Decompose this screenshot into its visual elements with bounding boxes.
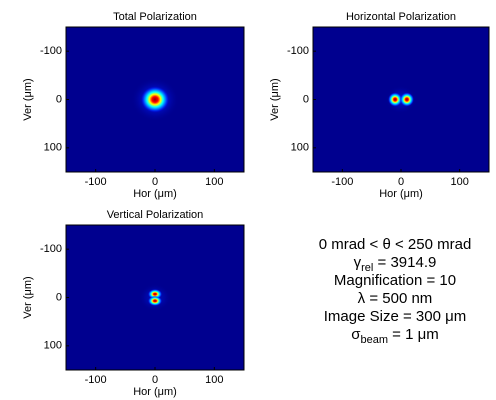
chart-title: Vertical Polarization (107, 209, 204, 221)
spot (399, 92, 414, 107)
annotation-subscript: rel (361, 262, 373, 274)
y-tick-label: -100 (40, 243, 62, 255)
x-tick-label: -100 (331, 176, 353, 188)
y-tick-label: 100 (291, 142, 309, 154)
annotation-text: 0 mrad < θ < 250 mrad (319, 236, 472, 253)
y-tick-label: 0 (56, 93, 62, 105)
annotation-line: 0 mrad < θ < 250 mrad (319, 236, 472, 253)
annotation-text: Magnification = 10 (334, 272, 456, 289)
spot (141, 86, 169, 113)
chart-title: Horizontal Polarization (346, 11, 456, 23)
y-tick-label: 0 (303, 93, 309, 105)
x-tick-label: 0 (152, 374, 158, 386)
y-tick-label: 0 (56, 291, 62, 303)
y-tick-label: -100 (287, 45, 309, 57)
spot (388, 92, 403, 107)
annotation-line: Magnification = 10 (334, 272, 456, 289)
x-tick-label: 100 (450, 176, 468, 188)
x-tick-label: -100 (85, 176, 107, 188)
annotation-text: = 1 μm (388, 326, 439, 343)
annotation-text: Image Size = 300 μm (324, 308, 466, 325)
annotation-text: = 3914.9 (373, 254, 436, 271)
chart-title: Total Polarization (113, 11, 197, 23)
x-tick-label: 0 (398, 176, 404, 188)
annotation-text: σ (351, 326, 361, 343)
annotation-line: γrel = 3914.9 (354, 254, 437, 274)
annotation-line: λ = 500 nm (358, 290, 433, 307)
y-axis-label: Ver (μm) (269, 78, 281, 120)
x-tick-label: 0 (152, 176, 158, 188)
axes-box (65, 26, 245, 173)
y-axis-label: Ver (μm) (22, 276, 34, 318)
x-axis-label: Hor (μm) (133, 386, 177, 398)
x-tick-label: 100 (205, 176, 223, 188)
x-tick-label: -100 (85, 374, 107, 386)
annotation-subscript: beam (360, 334, 388, 346)
x-tick-label: 100 (205, 374, 223, 386)
y-tick-label: 100 (44, 142, 62, 154)
y-axis-label: Ver (μm) (22, 78, 34, 120)
annotation-line: σbeam = 1 μm (351, 326, 439, 346)
y-tick-label: 100 (44, 340, 62, 352)
axes-box (312, 26, 490, 173)
annotation-line: Image Size = 300 μm (324, 308, 466, 325)
x-axis-label: Hor (μm) (379, 188, 423, 200)
annotation-text: λ = 500 nm (358, 290, 433, 307)
x-axis-label: Hor (μm) (133, 188, 177, 200)
axes-box (65, 224, 245, 371)
spot (148, 295, 162, 306)
annotation-text: γ (354, 254, 362, 271)
y-tick-label: -100 (40, 45, 62, 57)
